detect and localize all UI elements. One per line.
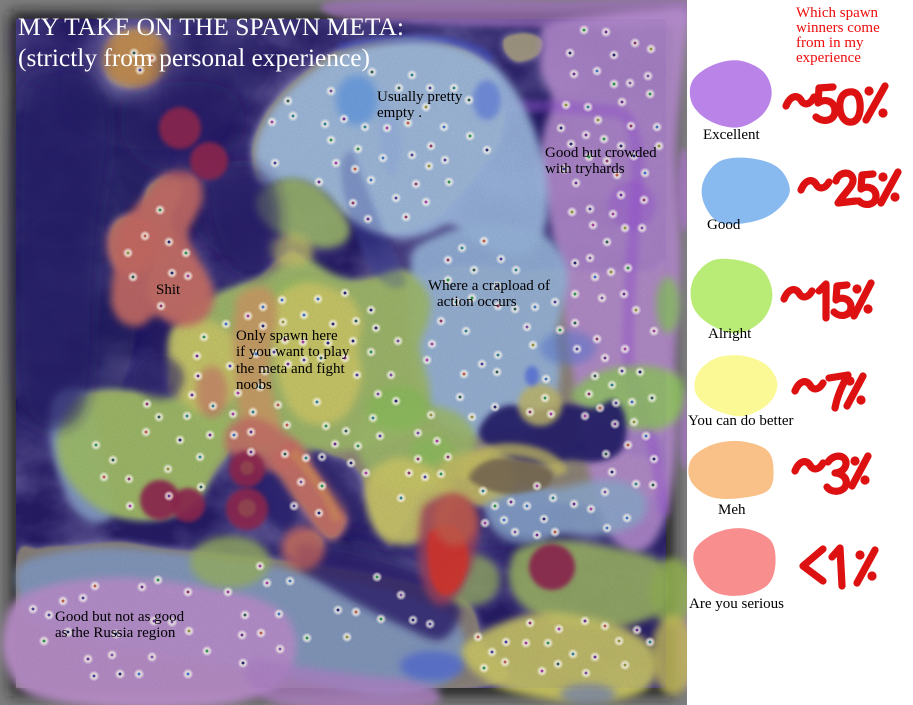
svg-text:noobs: noobs	[236, 377, 272, 393]
svg-text:from in my: from in my	[796, 35, 864, 51]
svg-text:winners come: winners come	[796, 20, 880, 36]
svg-text:Which spawn: Which spawn	[796, 5, 879, 21]
svg-text:experience: experience	[796, 50, 861, 66]
svg-text:Meh: Meh	[718, 502, 746, 518]
svg-text:the meta and fight: the meta and fight	[236, 361, 346, 377]
svg-text:empty .: empty .	[377, 105, 422, 121]
svg-text:Excellent: Excellent	[703, 127, 760, 143]
svg-text:Alright: Alright	[708, 326, 752, 342]
svg-text:with tryhards: with tryhards	[545, 161, 625, 177]
svg-text:MY TAKE ON THE SPAWN META:: MY TAKE ON THE SPAWN META:	[18, 14, 404, 41]
svg-text:Shit: Shit	[156, 282, 181, 298]
svg-text:Good but not as good: Good but not as good	[55, 609, 185, 625]
svg-text:Where a crapload of: Where a crapload of	[428, 278, 550, 294]
svg-text:Usually pretty: Usually pretty	[377, 89, 463, 105]
svg-text:You can do better: You can do better	[688, 413, 794, 429]
svg-text:as the Russia region: as the Russia region	[55, 625, 176, 641]
svg-text:Good but crowded: Good but crowded	[545, 145, 657, 161]
svg-text:(strictly from personal experi: (strictly from personal experience)	[18, 45, 370, 72]
svg-text:if you want to play: if you want to play	[236, 344, 350, 360]
svg-text:Are you serious: Are you serious	[689, 596, 784, 612]
svg-text:action occurs: action occurs	[437, 294, 517, 310]
svg-text:Only spawn here: Only spawn here	[236, 328, 338, 344]
svg-text:Good: Good	[707, 217, 741, 233]
